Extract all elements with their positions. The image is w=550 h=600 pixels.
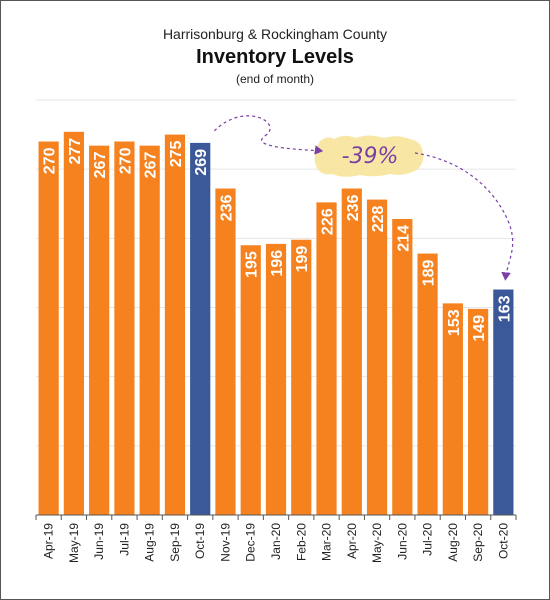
tick-label: Aug-19 xyxy=(143,523,157,562)
value-label: 214 xyxy=(395,225,412,252)
bar-aug-20 xyxy=(442,303,463,515)
chart-supertitle: Harrisonburg & Rockingham County xyxy=(162,26,388,42)
value-label: 153 xyxy=(446,309,463,336)
chart-subtitle: (end of month) xyxy=(235,72,315,86)
bar-may-19 xyxy=(63,131,84,516)
bar-aug-19 xyxy=(139,145,160,515)
value-label: 163 xyxy=(496,295,513,322)
tick-label: Sep-19 xyxy=(168,523,182,562)
change-annotation: -39% xyxy=(213,115,514,281)
tick-label: Jul-19 xyxy=(117,523,131,556)
value-label: 277 xyxy=(67,138,84,165)
bar-oct-19 xyxy=(190,142,211,515)
bar-apr-20 xyxy=(341,188,362,516)
bar-sep-19 xyxy=(164,134,186,516)
tick-label: Oct-19 xyxy=(193,523,207,559)
annotation-text: -39% xyxy=(342,144,399,169)
tick-label: Aug-20 xyxy=(446,523,460,562)
bar-dec-19 xyxy=(240,245,261,515)
value-label: 275 xyxy=(168,140,185,167)
value-label: 226 xyxy=(320,208,337,235)
value-label: 270 xyxy=(42,147,59,174)
tick-label: Jun-19 xyxy=(92,523,106,560)
chart-title: Inventory Levels xyxy=(196,46,354,68)
bar-feb-20 xyxy=(291,239,312,515)
value-label: 236 xyxy=(345,194,362,221)
value-label: 270 xyxy=(117,147,134,174)
tick-label: Mar-20 xyxy=(320,523,334,561)
x-axis xyxy=(35,514,517,520)
bar-jun-19 xyxy=(89,145,110,515)
value-label: 199 xyxy=(294,246,311,273)
tick-label: May-20 xyxy=(370,523,384,563)
tick-label: Sep-20 xyxy=(471,523,485,562)
value-label: 228 xyxy=(370,206,387,233)
value-label: 149 xyxy=(471,315,488,342)
tick-label: Feb-20 xyxy=(294,523,308,561)
bar-jul-19 xyxy=(114,141,135,515)
value-label: 267 xyxy=(92,152,109,179)
bar-nov-19 xyxy=(215,188,236,516)
annotation-highlight xyxy=(314,135,424,177)
bar-mar-20 xyxy=(316,202,337,515)
value-label: 189 xyxy=(421,259,438,286)
bar-jul-20 xyxy=(417,253,438,516)
value-label: 236 xyxy=(218,194,235,221)
value-label: 195 xyxy=(244,251,261,278)
value-labels: 270 277 267 270 267 275 269 236 195 196 199 226 236 2… xyxy=(42,138,514,342)
bar-jan-20 xyxy=(265,243,287,515)
tick-label: May-19 xyxy=(67,523,81,563)
bar-jun-20 xyxy=(392,218,413,515)
tick-label: Jul-20 xyxy=(421,523,435,556)
bars xyxy=(38,131,514,516)
annotation-arrow-left xyxy=(213,115,324,155)
tick-label: Jun-20 xyxy=(395,523,409,560)
bar-may-20 xyxy=(366,199,388,515)
bar-oct-20 xyxy=(493,289,514,515)
x-tick-labels: Apr-19 May-19 Jun-19 Jul-19 Aug-19 Sep-19 Oct-… xyxy=(42,523,511,563)
tick-label: Dec-19 xyxy=(244,523,258,562)
value-label: 269 xyxy=(193,149,210,176)
value-label: 267 xyxy=(143,152,160,179)
bar-sep-20 xyxy=(468,308,489,515)
tick-label: Oct-20 xyxy=(496,523,510,559)
bar-apr-19 xyxy=(38,141,59,515)
tick-label: Nov-19 xyxy=(218,523,232,562)
tick-label: Jan-20 xyxy=(269,523,283,560)
tick-label: Apr-19 xyxy=(42,523,56,559)
tick-label: Apr-20 xyxy=(345,523,359,559)
value-label: 196 xyxy=(269,250,286,277)
